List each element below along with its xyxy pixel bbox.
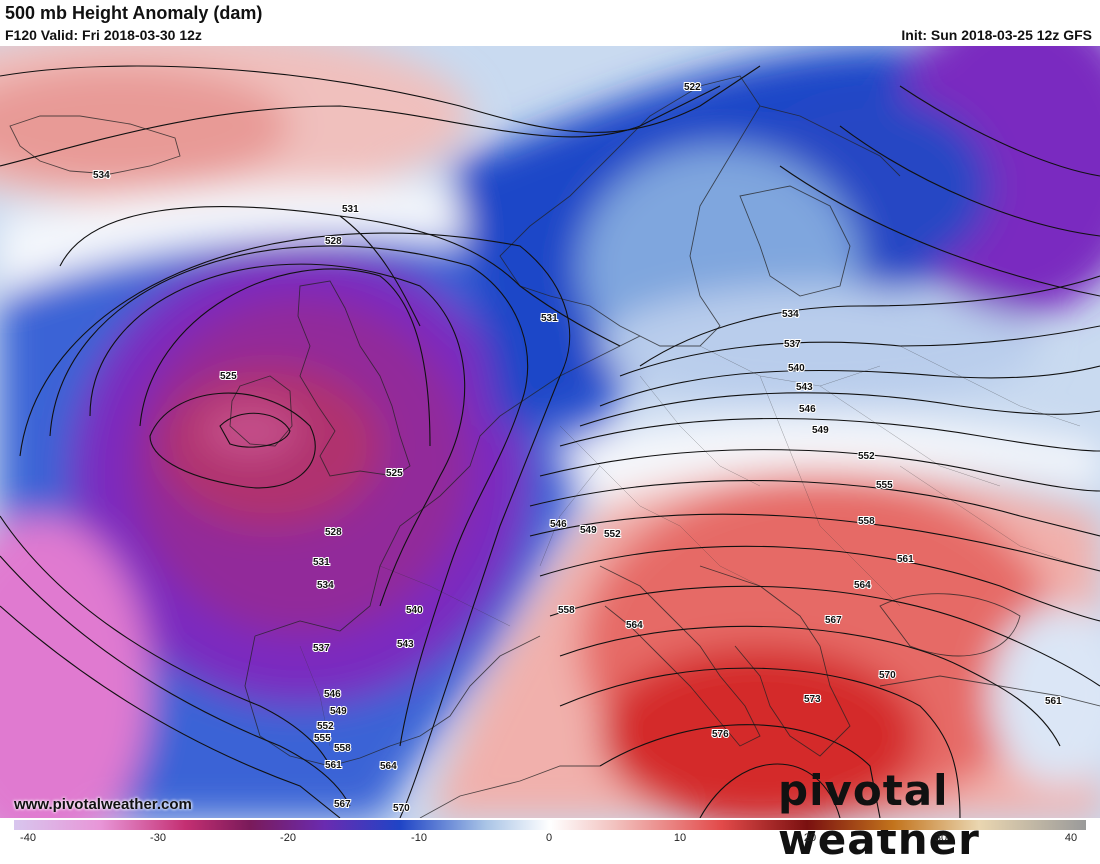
svg-text:561: 561 [897,554,914,565]
colorbar-tick: -40 [20,832,36,844]
svg-text:570: 570 [879,670,896,681]
svg-text:525: 525 [220,371,237,382]
svg-text:552: 552 [317,721,334,732]
svg-text:552: 552 [858,451,875,462]
anomaly-map: 534 531 528 525 525 522 531 534 537 540 … [0,46,1100,818]
svg-text:564: 564 [380,761,397,772]
svg-text:549: 549 [580,525,597,536]
colorbar [14,820,1086,830]
borders [299,345,1081,747]
svg-text:546: 546 [799,404,816,415]
svg-text:564: 564 [626,620,643,631]
svg-text:522: 522 [684,82,701,93]
svg-text:549: 549 [330,706,347,717]
colorbar-tick: 30 [934,832,948,844]
svg-text:543: 543 [796,382,813,393]
svg-text:558: 558 [858,516,875,527]
svg-text:531: 531 [342,204,359,215]
svg-text:540: 540 [788,363,805,374]
colorbar-tick: -30 [150,832,166,844]
svg-text:534: 534 [782,309,799,320]
svg-text:573: 573 [804,694,821,705]
svg-text:531: 531 [313,557,330,568]
colorbar-tick: -10 [411,832,427,844]
svg-text:534: 534 [317,580,334,591]
svg-text:540: 540 [406,605,423,616]
colorbar-tick: 40 [1064,832,1078,844]
svg-text:567: 567 [334,799,351,810]
svg-text:531: 531 [541,313,558,324]
svg-text:528: 528 [325,527,342,538]
svg-text:546: 546 [550,519,567,530]
svg-text:546: 546 [324,689,341,700]
svg-text:555: 555 [876,480,893,491]
colorbar-tick: 20 [803,832,817,844]
contour-labels: 534 531 528 525 525 522 531 534 537 540 … [92,81,1063,815]
map-canvas: 534 531 528 525 525 522 531 534 537 540 … [0,46,1100,818]
svg-text:552: 552 [604,529,621,540]
map-title: 500 mb Height Anomaly (dam) [5,3,263,23]
coastlines [9,75,1100,818]
svg-text:570: 570 [393,803,410,814]
svg-text:564: 564 [854,580,871,591]
svg-text:525: 525 [386,468,403,479]
svg-text:576: 576 [712,729,729,740]
colorbar-tick: -20 [280,832,296,844]
brand-logo: pivotal weather [778,766,980,864]
svg-text:558: 558 [334,743,351,754]
svg-text:543: 543 [397,639,414,650]
svg-text:534: 534 [93,170,110,181]
svg-text:561: 561 [1045,696,1062,707]
map-header: 500 mb Height Anomaly (dam) F120 Valid: … [0,0,1100,46]
svg-text:561: 561 [325,760,342,771]
svg-text:528: 528 [325,236,342,247]
valid-time: F120 Valid: Fri 2018-03-30 12z [5,27,202,43]
svg-text:549: 549 [812,425,829,436]
colorbar-ticks: -40 -30 -20 -10 0 10 20 30 40 [0,832,1100,848]
colorbar-tick: 10 [673,832,687,844]
init-time: Init: Sun 2018-03-25 12z GFS [901,27,1092,43]
svg-text:567: 567 [825,615,842,626]
height-contours [0,65,1100,818]
svg-text:537: 537 [313,643,330,654]
colorbar-tick: 0 [545,832,553,844]
source-url: www.pivotalweather.com [14,796,192,813]
svg-text:558: 558 [558,605,575,616]
svg-text:537: 537 [784,339,801,350]
svg-text:555: 555 [314,733,331,744]
anomaly-field [0,46,1100,818]
